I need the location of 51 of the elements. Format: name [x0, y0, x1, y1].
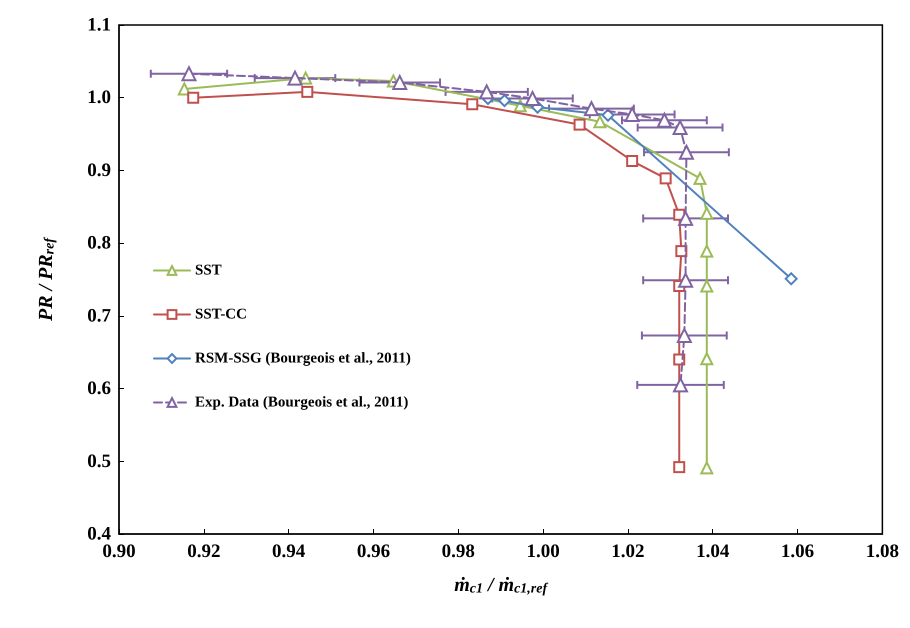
y-tick-label: 0.5 [87, 450, 111, 472]
point [626, 154, 638, 167]
point [700, 280, 714, 293]
point [700, 461, 714, 474]
point [392, 74, 408, 90]
legend-label: SST-CC [195, 306, 247, 322]
point [524, 90, 540, 106]
point [601, 108, 614, 122]
point [672, 120, 688, 136]
point [700, 206, 714, 220]
x-tick-label: 0.96 [356, 541, 390, 562]
point [656, 112, 672, 128]
y-tick-label: 0.9 [87, 160, 111, 181]
x-tick-label: 1.02 [611, 541, 645, 562]
x-tick-label: 0.92 [187, 541, 220, 562]
point [784, 272, 798, 286]
legend-label: RSM-SSG (Bourgeois et al., 2011) [195, 350, 411, 366]
x-tick-label: 1.08 [866, 541, 899, 562]
legend-label: SST [195, 262, 222, 278]
point [466, 98, 478, 110]
point [678, 144, 694, 160]
point [187, 92, 200, 104]
y-axis-title: PR / PRref [35, 236, 58, 322]
point [301, 86, 314, 98]
point [678, 210, 694, 226]
x-axis-title: ṁc1 / ṁc1,ref [454, 574, 548, 596]
point [181, 66, 196, 82]
y-tick-label: 0.6 [87, 378, 111, 400]
point [678, 272, 694, 288]
y-tick-label: 1.1 [87, 14, 111, 36]
x-tick-label: 1.04 [696, 541, 730, 562]
x-tick-label: 0.94 [272, 541, 306, 562]
y-tick-label: 1.0 [87, 87, 111, 108]
point [660, 172, 672, 184]
y-tick-label: 0.8 [87, 232, 111, 254]
point [288, 70, 302, 86]
x-tick-label: 1.06 [780, 541, 814, 562]
point [673, 461, 686, 474]
point [676, 328, 692, 343]
legend-label: Exp. Data (Bourgeois et al., 2011) [195, 394, 408, 410]
point [593, 115, 606, 128]
x-tick-label: 1.00 [526, 541, 560, 562]
point [498, 94, 512, 108]
x-tick-label: 0.98 [442, 541, 475, 562]
point [700, 352, 714, 366]
y-tick-label: 0.7 [87, 305, 112, 326]
point [700, 244, 714, 258]
point [479, 84, 494, 100]
point [694, 172, 707, 185]
point [673, 377, 688, 392]
point [574, 118, 586, 131]
